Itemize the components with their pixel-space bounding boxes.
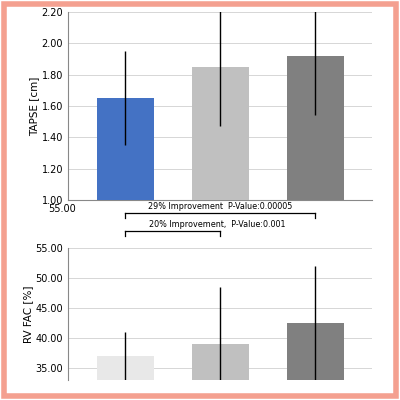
Text: 29% Improvement  P-Value:0.00005: 29% Improvement P-Value:0.00005: [148, 202, 292, 211]
Bar: [192, 67, 248, 200]
Y-axis label: TAPSE [cm]: TAPSE [cm]: [29, 76, 39, 136]
Bar: [96, 98, 154, 200]
Bar: [286, 56, 344, 200]
Bar: [286, 323, 344, 380]
Y-axis label: RV FAC [%]: RV FAC [%]: [23, 285, 33, 343]
Bar: [96, 356, 154, 380]
Bar: [192, 344, 248, 380]
Text: 55.00: 55.00: [48, 204, 76, 214]
Text: 20% Improvement,  P-Value:0.001: 20% Improvement, P-Value:0.001: [149, 220, 285, 229]
